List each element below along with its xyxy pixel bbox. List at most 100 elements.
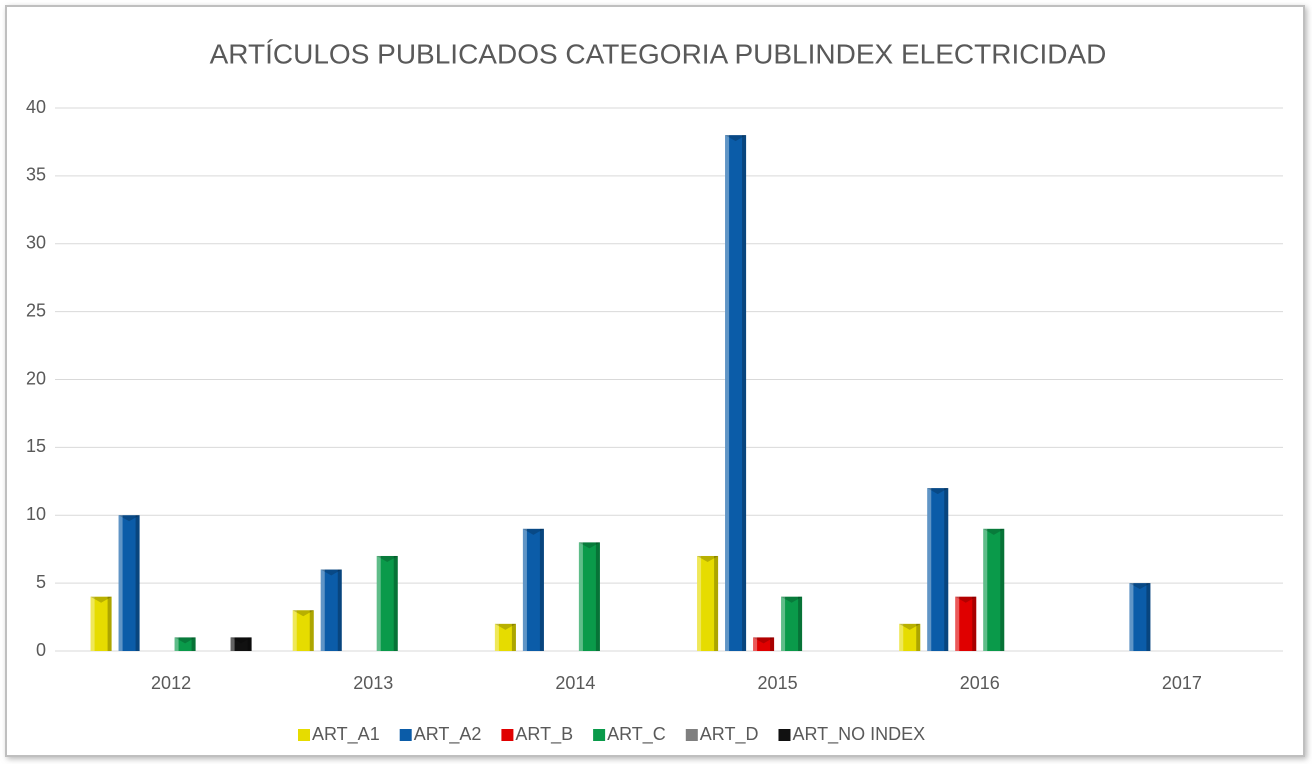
y-tick-label: 35 <box>26 165 46 185</box>
bar-bevel <box>578 542 583 651</box>
legend-label: ART_B <box>515 724 573 745</box>
x-tick-label: 2012 <box>151 673 191 693</box>
x-tick-label: 2015 <box>758 673 798 693</box>
bar <box>927 488 949 651</box>
y-tick-label: 40 <box>26 97 46 117</box>
bar-bevel <box>230 637 235 651</box>
legend-label: ART_D <box>700 724 759 745</box>
bar <box>494 623 516 651</box>
bar-bevel <box>539 528 544 651</box>
bar-bevel <box>927 488 932 651</box>
bar-bevel <box>337 569 342 651</box>
bar-bevel <box>376 555 381 651</box>
bar-bevel <box>1146 583 1151 651</box>
bar <box>578 542 600 651</box>
bar-bevel <box>1129 583 1134 651</box>
bar-bevel <box>522 528 527 651</box>
y-tick-label: 10 <box>26 504 46 524</box>
bar <box>899 623 921 651</box>
y-tick-label: 20 <box>26 368 46 388</box>
bar-bevel <box>494 623 499 651</box>
bar-bevel <box>899 623 904 651</box>
bar-bevel <box>927 488 949 495</box>
y-tick-label: 0 <box>36 640 46 660</box>
legend-marker <box>298 729 310 741</box>
bar-bevel <box>90 596 95 651</box>
bar-bevel <box>522 528 544 535</box>
bar-bevel <box>972 596 977 651</box>
bar-bevel <box>118 515 140 522</box>
bar-bevel <box>174 637 179 651</box>
y-tick-label: 25 <box>26 300 46 320</box>
bar-bevel <box>118 515 123 651</box>
bar-bevel <box>595 542 600 651</box>
bar-bevel <box>135 515 140 651</box>
bar-bevel <box>781 596 786 651</box>
bar-bevel <box>983 528 1005 535</box>
bar-bevel <box>309 610 314 651</box>
bar-bevel <box>292 610 297 651</box>
legend-label: ART_C <box>607 724 666 745</box>
bar <box>90 596 112 651</box>
legend-marker <box>685 729 698 741</box>
bar <box>1129 583 1151 651</box>
x-tick-label: 2016 <box>960 673 1000 693</box>
x-tick-label: 2017 <box>1162 673 1202 693</box>
bar <box>292 610 314 651</box>
bar-bevel <box>292 610 314 617</box>
bar <box>118 515 140 651</box>
bar <box>320 569 342 651</box>
bar-bevel <box>697 555 702 651</box>
bar <box>697 555 719 651</box>
legend-marker <box>501 729 514 741</box>
bar-bevel <box>494 623 516 630</box>
x-tick-label: 2013 <box>353 673 393 693</box>
bar <box>522 528 544 651</box>
bar-bevel <box>955 596 960 651</box>
bar-bevel <box>798 596 803 651</box>
bar-bevel <box>1129 583 1151 590</box>
bar-bevel <box>742 135 747 651</box>
bar-bevel <box>578 542 600 549</box>
bar-bevel <box>983 528 988 651</box>
bar <box>781 596 803 651</box>
bar-bevel <box>247 637 252 651</box>
bar-bevel <box>107 596 112 651</box>
bar-bevel <box>191 637 196 651</box>
bar-bevel <box>899 623 921 630</box>
bar-bevel <box>753 637 758 651</box>
bar <box>174 637 196 651</box>
bar-bevel <box>770 637 775 651</box>
bar-bevel <box>393 555 398 651</box>
bar-bevel <box>697 555 719 562</box>
bar-bevel <box>174 637 196 644</box>
bar-bevel <box>376 555 398 562</box>
chart-title: ARTÍCULOS PUBLICADOS CATEGORIA PUBLINDEX… <box>210 38 1107 69</box>
bar-bevel <box>944 488 949 651</box>
bar <box>230 637 252 651</box>
bar-bevel <box>753 637 775 644</box>
legend-label: ART_NO INDEX <box>792 724 925 745</box>
bar-bevel <box>320 569 325 651</box>
legend-marker <box>778 729 791 741</box>
legend-marker <box>593 729 606 741</box>
chart-frame <box>5 5 1305 757</box>
y-tick-label: 30 <box>26 233 46 253</box>
legend-label: ART_A1 <box>312 724 380 745</box>
legend-label: ART_A2 <box>414 724 482 745</box>
legend-marker <box>399 729 412 741</box>
bar <box>376 555 398 651</box>
x-tick-label: 2014 <box>555 673 595 693</box>
bar-bevel <box>511 623 516 651</box>
bar <box>955 596 977 651</box>
bar <box>753 637 775 651</box>
bar <box>725 135 747 651</box>
bar-bevel <box>230 637 252 644</box>
bar <box>983 528 1005 651</box>
bar-bevel <box>320 569 342 576</box>
bar-bevel <box>714 555 719 651</box>
bar-bevel <box>725 135 747 142</box>
bar-bevel <box>916 623 921 651</box>
bar-bevel <box>90 596 112 603</box>
